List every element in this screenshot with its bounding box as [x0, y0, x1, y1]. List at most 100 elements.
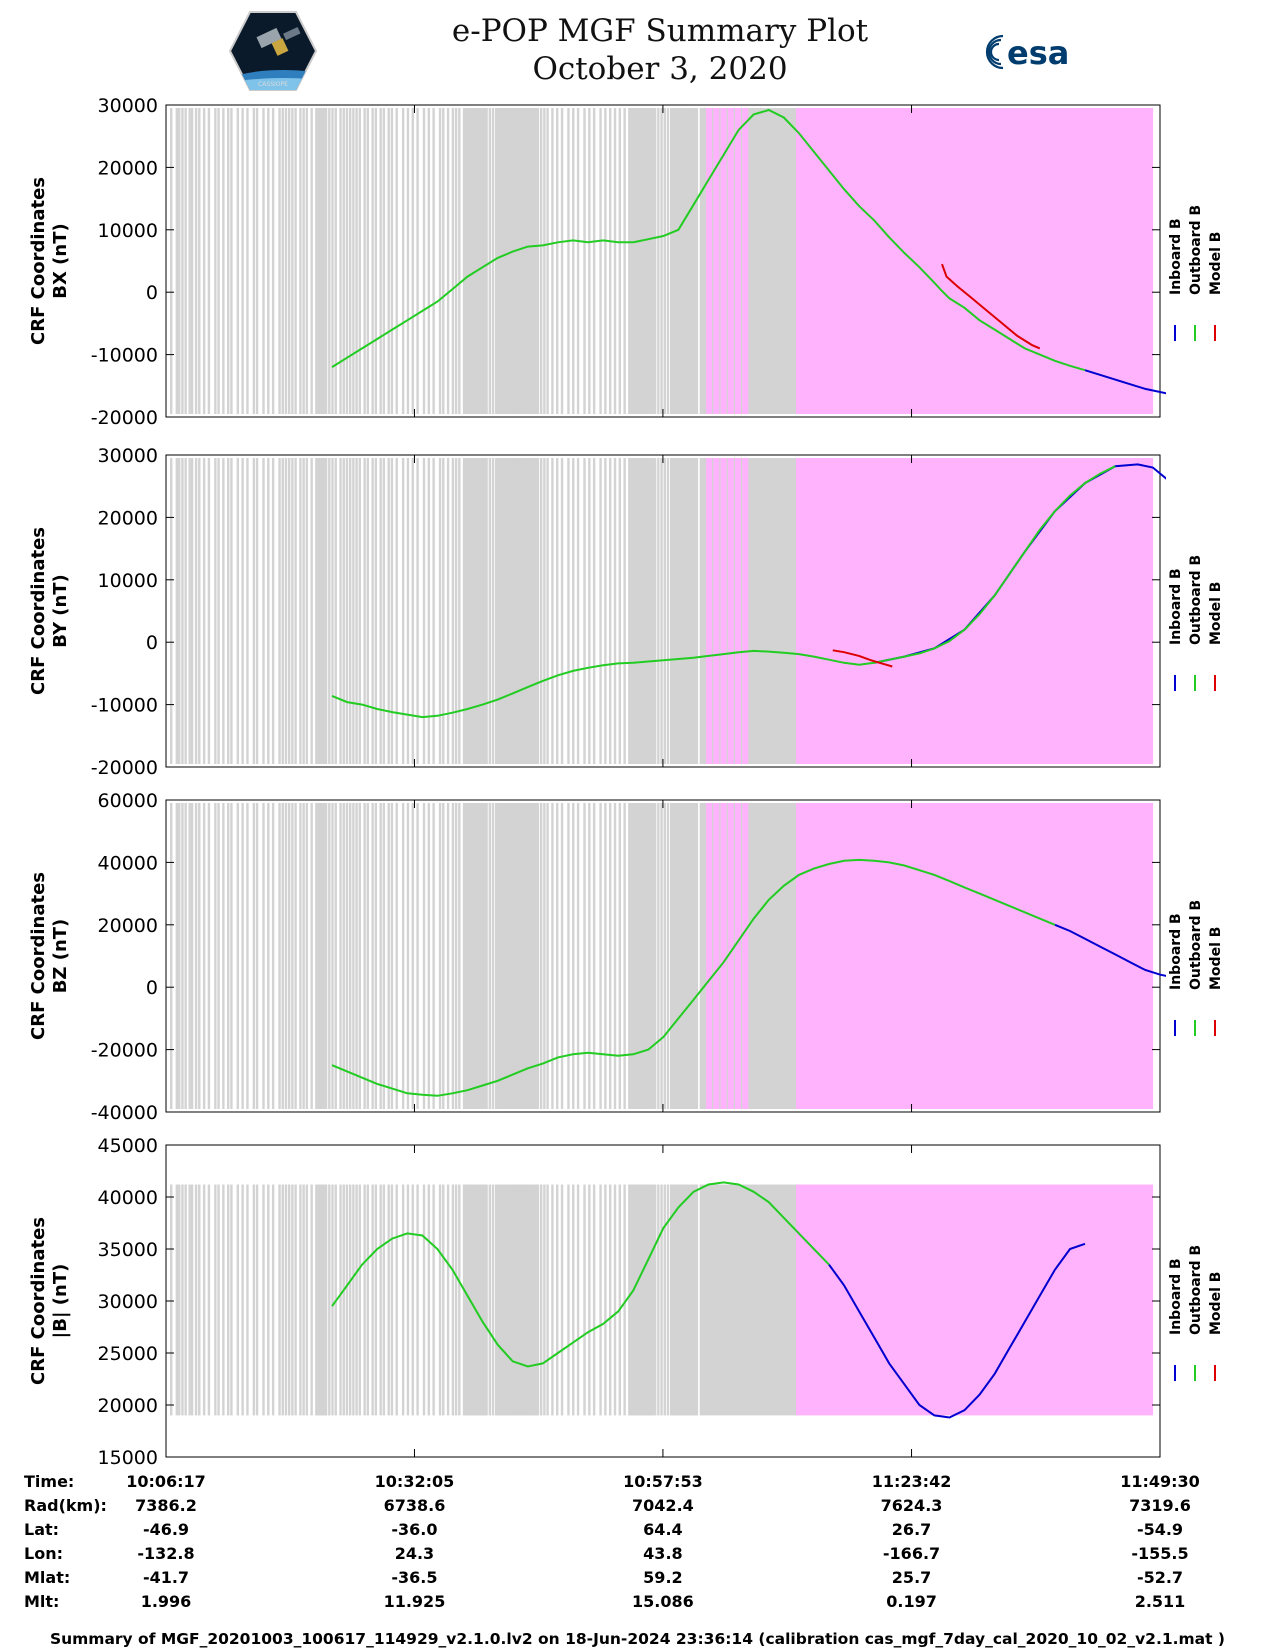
- gap-line: [677, 458, 680, 764]
- gap-line: [644, 803, 647, 1109]
- gap-line: [484, 458, 488, 764]
- gap-line: [471, 458, 475, 764]
- gap-line: [663, 458, 666, 764]
- gap-line: [483, 108, 486, 414]
- y-tick-label: 30000: [98, 1291, 158, 1313]
- gap-line: [287, 1184, 291, 1416]
- magenta-stripe: [720, 458, 727, 764]
- y-tick-label: -20000: [91, 757, 158, 779]
- gap-line: [632, 108, 636, 414]
- gap-line: [543, 108, 546, 414]
- gap-line: [387, 803, 390, 1109]
- gap-line: [390, 803, 394, 1109]
- gap-line: [484, 1184, 488, 1416]
- magenta-region: [795, 458, 1154, 764]
- gap-line: [526, 458, 530, 764]
- gap-line: [194, 1184, 198, 1416]
- y-axis-quantity: BY (nT): [50, 574, 71, 648]
- gap-line: [411, 803, 414, 1109]
- gap-line: [638, 108, 641, 414]
- gap-line: [464, 458, 467, 764]
- legend-label: Model B: [1208, 232, 1224, 295]
- gap-line: [505, 458, 508, 764]
- ephemeris-value: 11:49:30: [1120, 1472, 1200, 1491]
- gap-line: [262, 1184, 265, 1416]
- gap-line: [379, 458, 382, 764]
- title-line-2: October 3, 2020: [532, 51, 788, 87]
- gap-line: [299, 803, 302, 1109]
- gap-line: [631, 458, 634, 764]
- gap-line: [648, 458, 652, 764]
- gap-line: [497, 458, 501, 764]
- gap-line: [267, 803, 270, 1109]
- gap-line: [535, 803, 539, 1109]
- gap-line: [567, 1184, 570, 1416]
- gap-line: [287, 108, 291, 414]
- gap-line: [294, 803, 297, 1109]
- legend-label: Model B: [1208, 927, 1224, 990]
- gap-line: [638, 803, 641, 1109]
- gap-line: [442, 803, 445, 1109]
- gap-line: [687, 458, 691, 764]
- panel-3: 60000 40000 20000 0 -20000 -40000 CRF Coordina…: [28, 790, 1224, 1124]
- gap-line: [465, 1184, 469, 1416]
- y-tick-label: 40000: [98, 852, 158, 874]
- gap-line: [316, 458, 320, 764]
- gap-line: [683, 803, 686, 1109]
- ephemeris-value: 1.996: [141, 1592, 192, 1611]
- gap-line: [529, 1184, 533, 1416]
- magenta-stripe: [727, 458, 734, 764]
- gap-line: [641, 803, 644, 1109]
- gap-line: [446, 1184, 450, 1416]
- gap-line: [499, 108, 502, 414]
- gap-line: [401, 458, 405, 764]
- gap-line: [531, 108, 534, 414]
- ephemeris-row-label: Time:: [24, 1472, 74, 1491]
- gap-line: [467, 458, 470, 764]
- gap-line: [458, 1184, 461, 1416]
- gap-line: [518, 458, 521, 764]
- gap-line: [642, 108, 646, 414]
- gap-line: [546, 803, 549, 1109]
- gap-line: [358, 458, 362, 764]
- gap-line: [287, 803, 291, 1109]
- gap-line: [539, 803, 543, 1109]
- gap-line: [406, 1184, 410, 1416]
- gap-line: [321, 458, 324, 764]
- gap-line: [462, 803, 466, 1109]
- gap-line: [480, 1184, 483, 1416]
- gap-line: [687, 803, 691, 1109]
- gap-line: [688, 108, 692, 414]
- gap-line: [674, 458, 678, 764]
- gap-line: [190, 803, 194, 1109]
- y-axis-label: CRF Coordinates: [28, 1217, 49, 1385]
- gap-line: [508, 1184, 511, 1416]
- gap-line: [683, 1184, 686, 1416]
- gap-line: [284, 803, 288, 1109]
- gap-line: [678, 1184, 682, 1416]
- gap-line: [207, 1184, 211, 1416]
- gap-line: [649, 803, 653, 1109]
- ephemeris-value: 0.197: [886, 1592, 937, 1611]
- gap-line: [241, 458, 244, 764]
- gap-line: [255, 803, 259, 1109]
- ephemeris-value: -41.7: [143, 1568, 189, 1587]
- gap-line: [653, 108, 657, 414]
- gap-line: [651, 803, 654, 1109]
- gap-line: [551, 108, 554, 414]
- gap-line: [198, 1184, 201, 1416]
- gap-line: [644, 458, 647, 764]
- gap-line: [262, 803, 265, 1109]
- gap-line: [631, 108, 634, 414]
- gap-line: [694, 1184, 698, 1416]
- gap-line: [642, 803, 646, 1109]
- gap-line: [546, 458, 549, 764]
- gap-line: [543, 1184, 546, 1416]
- gap-line: [491, 458, 495, 764]
- magenta-region: [795, 108, 1154, 414]
- gap-line: [190, 108, 194, 414]
- gap-line: [560, 108, 564, 414]
- gap-line: [488, 458, 492, 764]
- y-tick-label: -10000: [91, 695, 158, 717]
- gap-line: [217, 458, 220, 764]
